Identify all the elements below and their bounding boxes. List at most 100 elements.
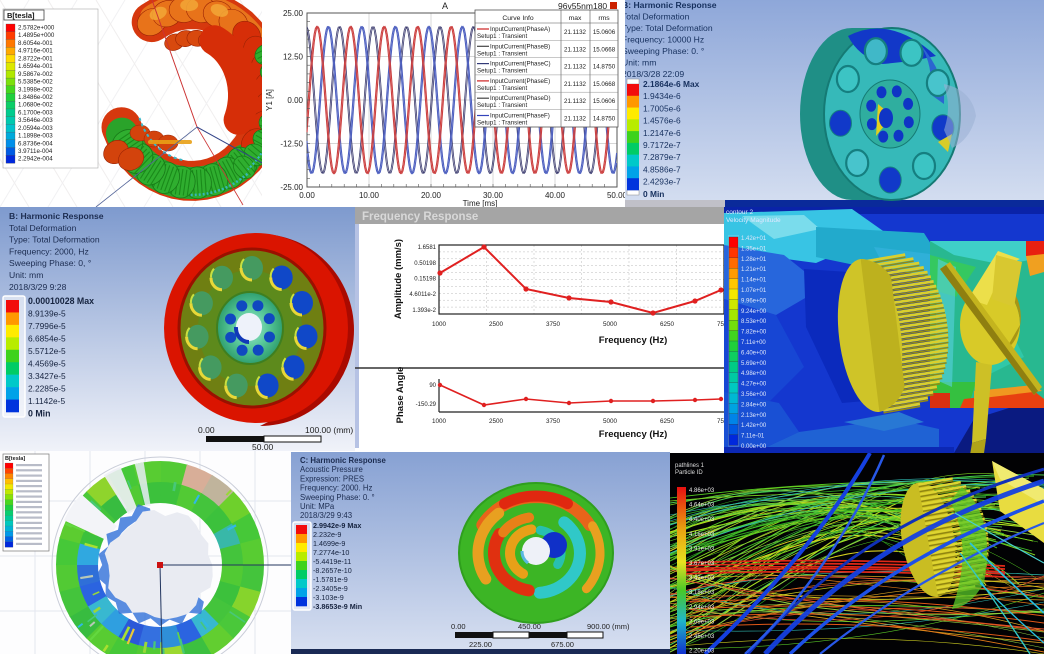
svg-text:InputCurrent(PhaseC): InputCurrent(PhaseC): [490, 61, 551, 68]
svg-text:6250: 6250: [660, 418, 675, 425]
svg-text:-8.2657e-10: -8.2657e-10: [313, 566, 352, 575]
svg-text:4.16e+03: 4.16e+03: [689, 532, 715, 538]
svg-text:Acoustic Pressure: Acoustic Pressure: [300, 465, 363, 474]
svg-text:Velocity Magnitude: Velocity Magnitude: [726, 217, 781, 224]
svg-text:3.18e+03: 3.18e+03: [689, 590, 715, 596]
svg-text:4.86e+03: 4.86e+03: [689, 488, 715, 494]
svg-text:900.00 (mm): 900.00 (mm): [587, 622, 630, 631]
svg-text:Sweeping Phase: 0. °: Sweeping Phase: 0. °: [625, 46, 704, 56]
svg-text:Frequency (Hz): Frequency (Hz): [599, 429, 668, 440]
svg-text:6.40e+00: 6.40e+00: [741, 350, 767, 356]
svg-text:C: Harmonic Response: C: Harmonic Response: [300, 456, 386, 465]
svg-text:15.0668: 15.0668: [593, 81, 616, 88]
svg-text:Particle ID: Particle ID: [675, 470, 703, 476]
svg-text:21.1132: 21.1132: [564, 64, 586, 71]
svg-text:96v55nm180: 96v55nm180: [558, 1, 607, 11]
svg-text:2.2942e-004: 2.2942e-004: [18, 156, 53, 163]
svg-text:100.00 (mm): 100.00 (mm): [305, 425, 353, 435]
svg-text:1.4895e+000: 1.4895e+000: [18, 32, 55, 39]
svg-text:1.07e+01: 1.07e+01: [741, 288, 767, 294]
svg-text:6.6854e-5: 6.6854e-5: [28, 334, 66, 344]
svg-text:3.91e+03: 3.91e+03: [689, 546, 715, 552]
svg-text:2.8722e-001: 2.8722e-001: [18, 55, 53, 62]
svg-text:8.9139e-5: 8.9139e-5: [28, 309, 66, 319]
svg-text:1000: 1000: [432, 418, 447, 425]
svg-text:225.00: 225.00: [469, 640, 492, 649]
svg-text:2.94e+03: 2.94e+03: [689, 605, 715, 611]
svg-text:1.0680e-002: 1.0680e-002: [18, 102, 53, 109]
svg-text:Setup1 : Transient: Setup1 : Transient: [477, 50, 527, 57]
svg-text:30.00: 30.00: [483, 191, 504, 200]
svg-text:-3.8653e-9 Min: -3.8653e-9 Min: [313, 602, 362, 611]
svg-text:-3.103e-9: -3.103e-9: [313, 593, 344, 602]
svg-text:Frequency: 2000, Hz: Frequency: 2000, Hz: [9, 246, 89, 256]
svg-text:-1.5781e-9: -1.5781e-9: [313, 575, 348, 584]
svg-text:9.5867e-002: 9.5867e-002: [18, 71, 53, 78]
svg-text:7.82e+00: 7.82e+00: [741, 330, 767, 336]
svg-text:2.13e+00: 2.13e+00: [741, 413, 767, 419]
svg-text:4.98e+00: 4.98e+00: [741, 371, 767, 377]
svg-text:5.5712e-5: 5.5712e-5: [28, 346, 66, 356]
svg-text:B: Harmonic Response: B: Harmonic Response: [9, 211, 104, 221]
svg-text:0.00: 0.00: [451, 622, 466, 631]
svg-text:2500: 2500: [489, 321, 504, 328]
svg-text:2.84e+00: 2.84e+00: [741, 402, 767, 408]
svg-text:1.4576e-6: 1.4576e-6: [643, 116, 681, 126]
svg-text:Amplitude (mm/s): Amplitude (mm/s): [393, 239, 404, 319]
svg-text:0.00: 0.00: [299, 191, 315, 200]
svg-text:Y1 [A]: Y1 [A]: [265, 89, 274, 111]
svg-text:3.5646e-003: 3.5646e-003: [18, 117, 53, 124]
svg-text:4.6011e-2: 4.6011e-2: [409, 292, 436, 298]
svg-text:8.53e+00: 8.53e+00: [741, 319, 767, 325]
svg-text:7.11e+00: 7.11e+00: [741, 340, 766, 346]
svg-text:9.24e+00: 9.24e+00: [741, 309, 767, 315]
svg-text:1.7005e-6: 1.7005e-6: [643, 103, 681, 113]
svg-text:50.00: 50.00: [252, 442, 274, 451]
svg-text:Type: Total Deformation: Type: Total Deformation: [9, 235, 100, 245]
svg-text:Sweeping Phase: 0, °: Sweeping Phase: 0, °: [9, 258, 91, 268]
svg-text:21.1132: 21.1132: [564, 46, 586, 53]
svg-text:4.64e+03: 4.64e+03: [689, 503, 715, 509]
svg-text:1.1142e-5: 1.1142e-5: [28, 396, 65, 406]
svg-text:0.00: 0.00: [287, 96, 303, 105]
svg-text:Setup1 : Transient: Setup1 : Transient: [477, 102, 527, 109]
svg-text:21.1132: 21.1132: [564, 98, 586, 105]
svg-text:7.2879e-7: 7.2879e-7: [643, 152, 681, 162]
svg-text:3.9711e-004: 3.9711e-004: [18, 148, 53, 155]
svg-text:21.1132: 21.1132: [564, 29, 586, 36]
svg-text:B[tesla]: B[tesla]: [7, 11, 35, 20]
svg-text:Unit: MPa: Unit: MPa: [300, 502, 335, 511]
svg-text:1.21e+01: 1.21e+01: [741, 267, 767, 273]
svg-text:1000: 1000: [432, 321, 447, 328]
svg-text:6.1700e-003: 6.1700e-003: [18, 109, 53, 116]
svg-text:rms: rms: [598, 15, 610, 22]
svg-text:2.5782e+000: 2.5782e+000: [18, 25, 55, 32]
svg-text:5000: 5000: [603, 418, 618, 425]
svg-text:0 Min: 0 Min: [643, 189, 664, 199]
svg-text:4.8586e-7: 4.8586e-7: [643, 164, 681, 174]
svg-text:50.00: 50.00: [607, 191, 625, 200]
svg-text:2.45e+03: 2.45e+03: [689, 634, 715, 640]
svg-text:0.50198: 0.50198: [414, 261, 436, 267]
svg-text:7.7996e-5: 7.7996e-5: [28, 321, 66, 331]
svg-text:2.1864e-6 Max: 2.1864e-6 Max: [643, 79, 700, 89]
svg-text:-2.3405e-9: -2.3405e-9: [313, 584, 348, 593]
svg-text:1.393e-2: 1.393e-2: [412, 308, 436, 314]
svg-text:Setup1 : Transient: Setup1 : Transient: [477, 33, 527, 40]
svg-text:5.5385e-002: 5.5385e-002: [18, 79, 53, 86]
svg-text:-150.29: -150.29: [416, 402, 437, 408]
svg-text:1.1898e-003: 1.1898e-003: [18, 133, 53, 140]
svg-text:2500: 2500: [489, 418, 504, 425]
svg-text:0.00: 0.00: [198, 425, 215, 435]
svg-text:Frequency: 10000 Hz: Frequency: 10000 Hz: [625, 35, 704, 45]
svg-text:10.00: 10.00: [359, 191, 380, 200]
svg-text:450.00: 450.00: [518, 622, 541, 631]
svg-text:3750: 3750: [546, 418, 561, 425]
svg-text:-12.50: -12.50: [280, 140, 303, 149]
svg-text:1.28e+01: 1.28e+01: [741, 257, 767, 263]
svg-text:9.96e+00: 9.96e+00: [741, 298, 767, 304]
svg-text:Frequency (Hz): Frequency (Hz): [599, 335, 668, 346]
svg-text:B: Harmonic Response: B: Harmonic Response: [625, 0, 717, 10]
svg-text:4.27e+00: 4.27e+00: [741, 382, 767, 388]
svg-text:1.2147e-6: 1.2147e-6: [643, 128, 681, 138]
